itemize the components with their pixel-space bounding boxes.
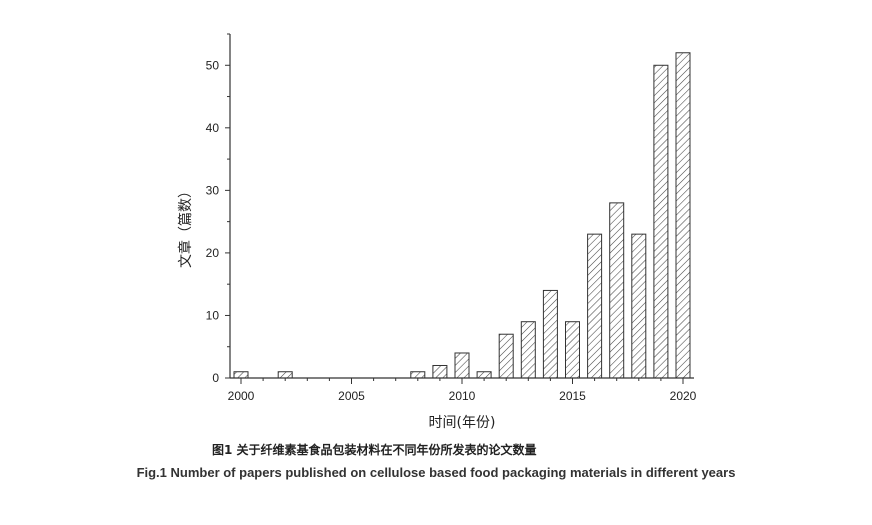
x-tick-label: 2010 <box>449 389 476 403</box>
bar-2012 <box>498 333 514 379</box>
bar-2009 <box>432 364 448 379</box>
x-axis-ticks: 2000 2005 2010 2015 2020 <box>228 378 697 403</box>
y-tick-label: 50 <box>206 58 220 72</box>
bar-2019 <box>653 64 669 379</box>
y-tick-label: 0 <box>212 371 219 385</box>
y-axis-title: 文章（篇数） <box>177 184 194 268</box>
x-tick-label: 2000 <box>228 389 255 403</box>
bar-2013 <box>520 321 536 379</box>
x-tick-label: 2020 <box>670 389 697 403</box>
bar-2014 <box>542 289 558 379</box>
bar-2020 <box>675 52 691 379</box>
bar-2018 <box>631 233 647 379</box>
bar-2017 <box>609 202 625 379</box>
figure-caption-english: Fig.1 Number of papers published on cell… <box>136 465 736 480</box>
x-tick-label: 2015 <box>559 389 586 403</box>
bar-2002 <box>277 371 293 379</box>
figure-caption-chinese: 图1 关于纤维素基食品包装材料在不同年份所发表的论文数量 <box>212 443 537 457</box>
x-tick-label: 2005 <box>338 389 365 403</box>
bar-2000 <box>233 371 249 379</box>
y-tick-label: 10 <box>206 308 220 322</box>
bar-2010 <box>454 352 470 379</box>
bar-2016 <box>587 233 603 379</box>
x-axis-title: 时间(年份) <box>429 415 496 431</box>
y-axis-ticks: 0 10 20 30 40 50 <box>206 33 230 385</box>
chart-axes <box>229 34 694 379</box>
bar-2015 <box>565 321 580 379</box>
bar-2011 <box>476 371 492 379</box>
y-tick-label: 40 <box>206 121 220 135</box>
y-tick-label: 30 <box>206 183 220 197</box>
bar-2008 <box>410 371 426 379</box>
bar-series <box>233 52 691 379</box>
y-tick-label: 20 <box>206 246 220 260</box>
